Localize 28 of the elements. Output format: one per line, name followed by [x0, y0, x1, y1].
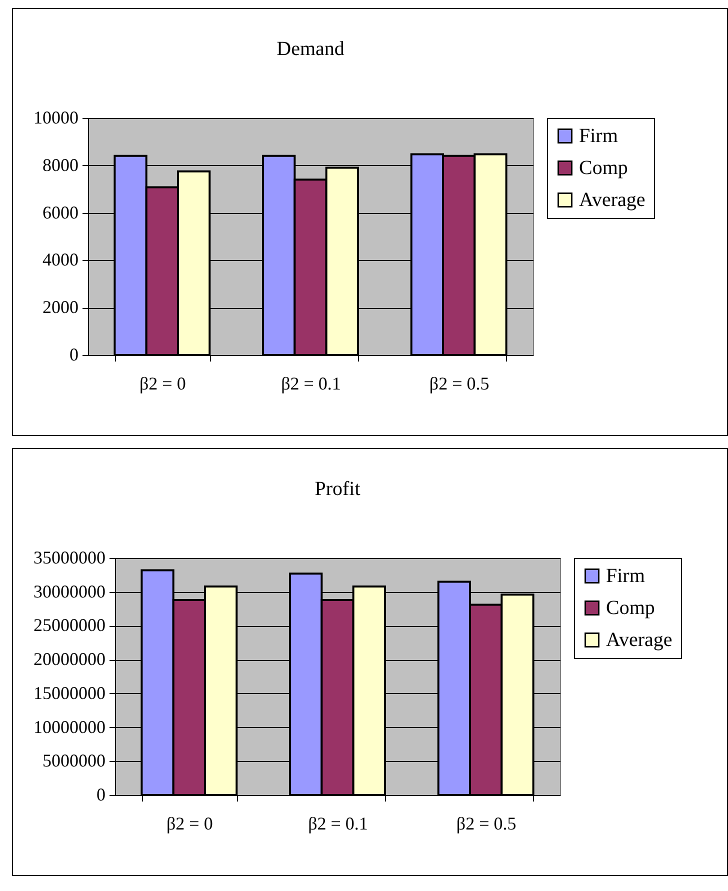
y-tick-label: 5000000 [42, 750, 106, 771]
y-tick-label: 15000000 [34, 682, 106, 703]
legend-label: Firm [606, 565, 646, 587]
y-tick-label: 8000 [42, 154, 78, 175]
legend-label: Comp [579, 157, 628, 179]
y-tick-label: 0 [70, 344, 78, 364]
y-tick-label: 25000000 [34, 615, 106, 636]
legend-label: Firm [579, 125, 618, 147]
legend-label: Average [579, 189, 646, 211]
chart-title: Demand [276, 38, 344, 60]
y-tick-label: 0 [96, 784, 106, 804]
x-tick-label: β2 = 0.5 [429, 374, 490, 394]
x-tick-label: β2 = 0.5 [456, 814, 516, 834]
x-tick-label: β2 = 0 [166, 814, 213, 834]
y-tick-label: 20000000 [34, 649, 106, 670]
x-tick-label: β2 = 0 [140, 374, 186, 394]
y-tick-label: 2000 [42, 297, 78, 318]
y-tick-label: 10000000 [34, 716, 106, 737]
legend-label: Comp [606, 597, 655, 619]
y-tick-label: 30000000 [34, 581, 106, 602]
y-tick-label: 35000000 [34, 548, 106, 568]
y-tick-label: 10000 [34, 108, 78, 128]
y-tick-label: 4000 [42, 250, 78, 270]
x-tick-label: β2 = 0.1 [308, 814, 368, 834]
x-tick-label: β2 = 0.1 [281, 374, 341, 394]
legend-label: Average [606, 629, 672, 651]
chart-title: Profit [314, 478, 361, 500]
y-tick-label: 6000 [42, 202, 78, 222]
